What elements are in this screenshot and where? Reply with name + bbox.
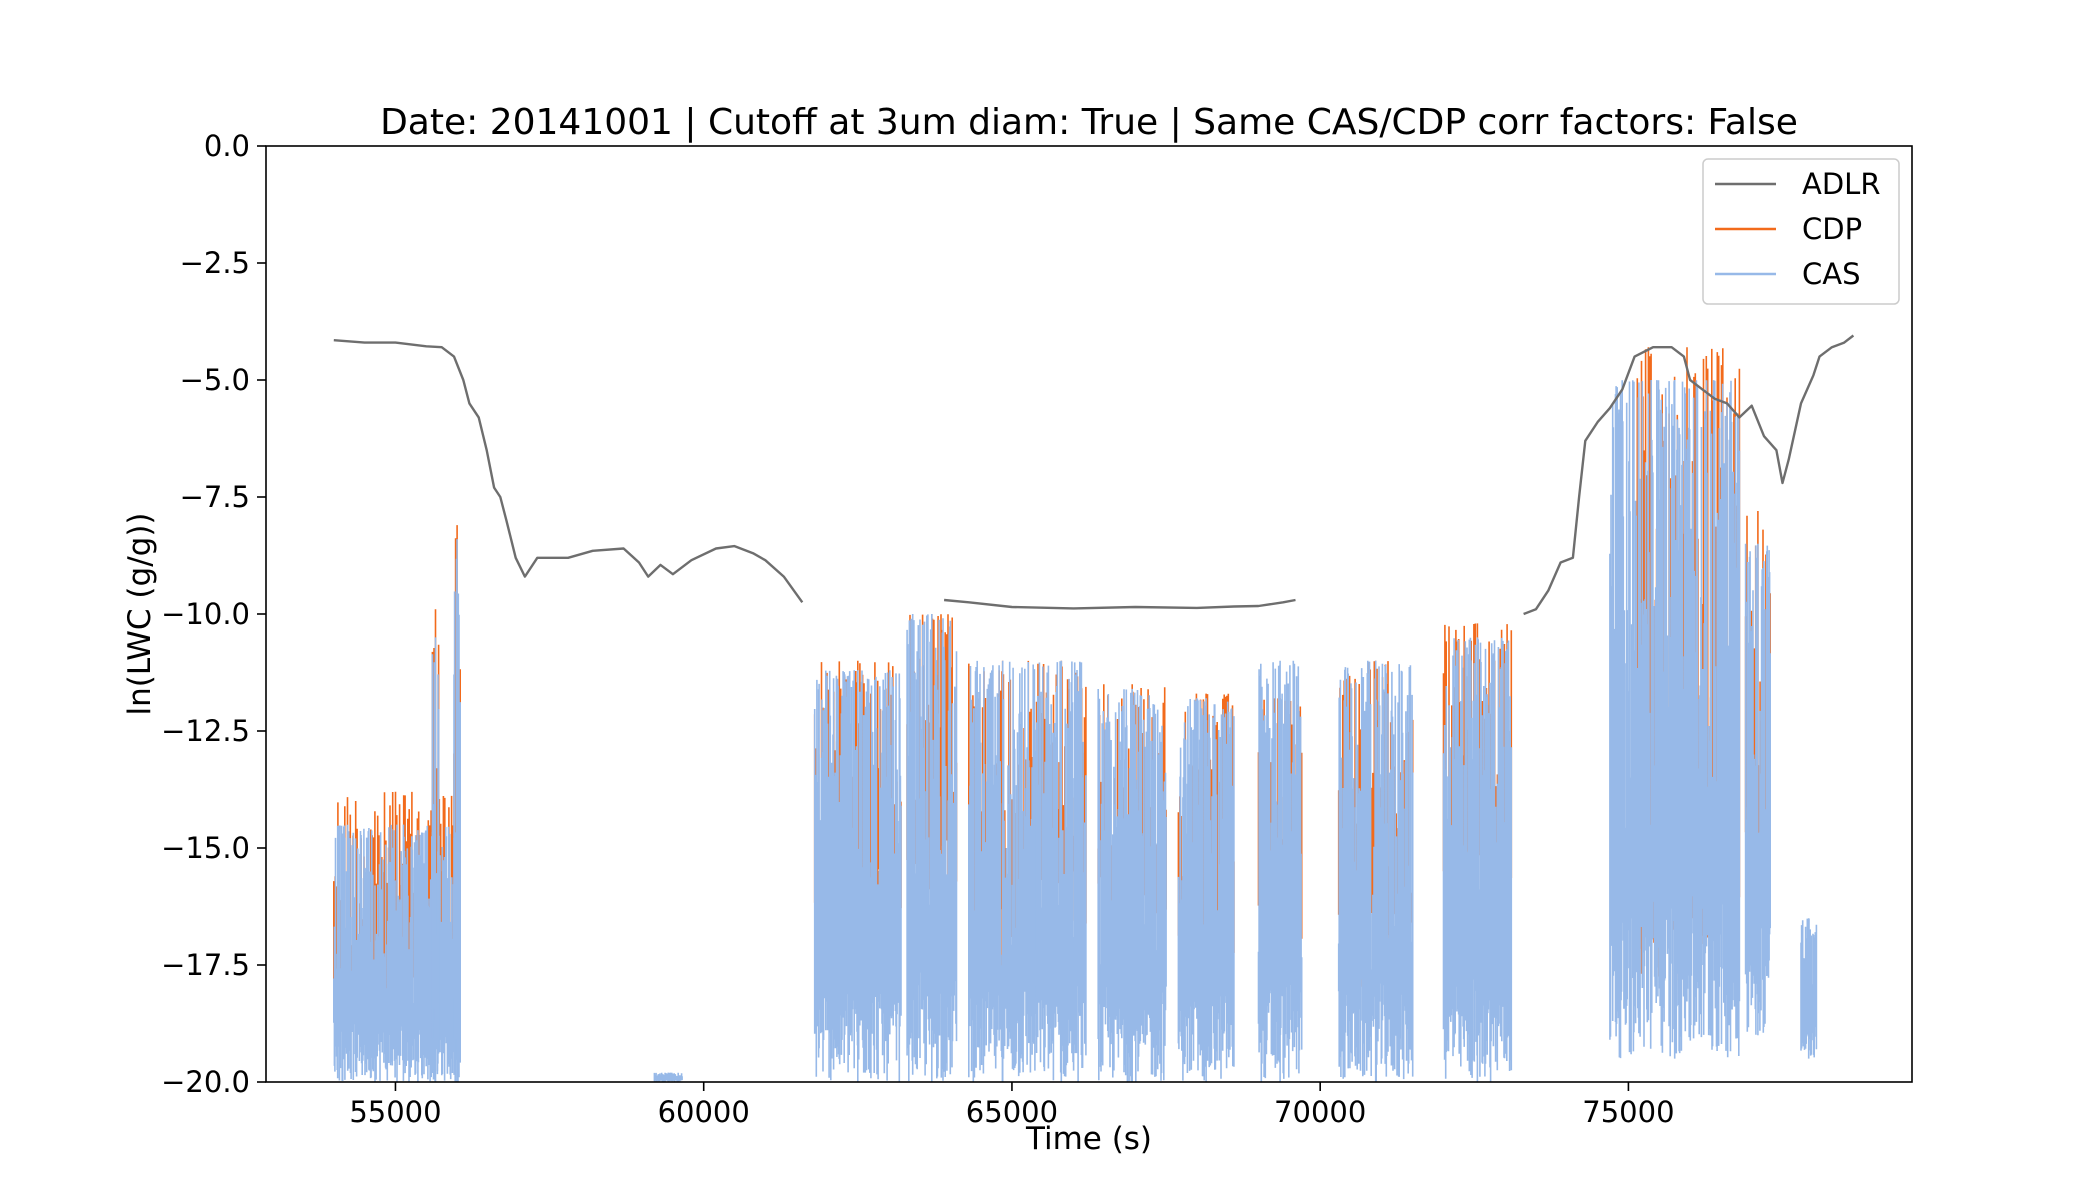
adlr-line-segment [333, 339, 804, 604]
cas-spike-group [968, 660, 1038, 1082]
y-tick-label: −15.0 [161, 831, 250, 865]
cas-spike-group [453, 539, 461, 1082]
y-tick-label: −5.0 [180, 363, 250, 397]
y-tick-label: −17.5 [161, 948, 250, 982]
y-tick-label: −20.0 [161, 1065, 250, 1099]
y-tick-label: −12.5 [161, 714, 250, 748]
y-axis: 0.0 −2.5 −5.0 −7.5 −10.0 −12.5 −15.0 −17.5 −20.0 [161, 129, 266, 1099]
y-tick-label: −2.5 [180, 246, 250, 280]
legend-cas-label: CAS [1802, 257, 1861, 291]
y-tick-label: −7.5 [180, 480, 250, 514]
cas-spike-group [1337, 660, 1414, 1082]
cas-spike-group [1442, 637, 1513, 1082]
cas-spike-group [1035, 660, 1087, 1082]
x-tick-label: 70000 [1274, 1095, 1366, 1129]
cas-spike-group [1177, 698, 1235, 1082]
cas-spike-group [813, 670, 902, 1082]
cas-spike-group [653, 1072, 683, 1082]
cas-series [333, 380, 1818, 1082]
chart-title: Date: 20141001 | Cutoff at 3um diam: Tru… [380, 102, 1798, 143]
x-tick-label: 65000 [966, 1095, 1058, 1129]
legend-cdp-label: CDP [1802, 212, 1862, 246]
cas-spike-group [431, 637, 440, 1082]
legend-box [1702, 158, 1900, 305]
y-tick-label: −10.0 [161, 597, 250, 631]
adlr-series [333, 334, 1855, 616]
cas-spike-group [1609, 380, 1741, 1059]
cas-spike-group [1744, 543, 1771, 1036]
x-tick-label: 60000 [658, 1095, 750, 1129]
legend-adlr-label: ADLR [1802, 167, 1880, 201]
cas-spike-group [1097, 688, 1167, 1082]
cas-spike-group [906, 614, 958, 1082]
y-tick-label: 0.0 [204, 129, 250, 163]
x-axis-label: Time (s) [1025, 1121, 1152, 1157]
x-tick-label: 55000 [349, 1095, 441, 1129]
y-axis-label: ln(LWC (g/g)) [122, 512, 158, 715]
plot-area [333, 334, 1855, 1082]
cas-spike-group [1800, 918, 1818, 1059]
adlr-line-segment [943, 598, 1296, 610]
legend: ADLR CDP CAS [1702, 158, 1900, 305]
x-axis: 55000 60000 65000 70000 75000 [349, 1082, 1675, 1129]
cas-spike-group [1257, 660, 1303, 1082]
x-tick-label: 75000 [1582, 1095, 1674, 1129]
adlr-line-segment [1523, 334, 1855, 616]
